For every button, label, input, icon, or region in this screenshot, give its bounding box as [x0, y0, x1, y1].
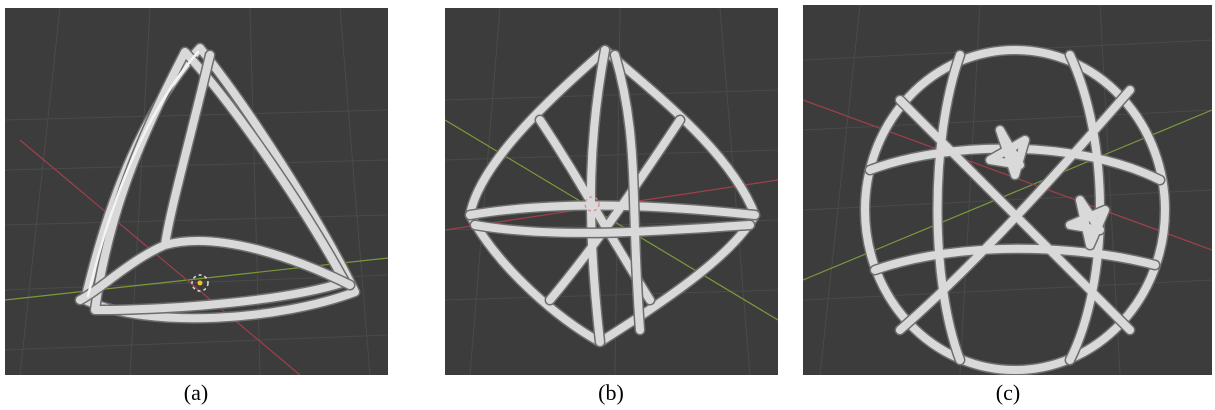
- viewport-c: [803, 5, 1212, 375]
- viewport-b: [445, 8, 778, 375]
- caption: (c): [996, 380, 1020, 405]
- caption: (b): [598, 380, 624, 405]
- viewport-a: [5, 8, 388, 375]
- caption: (a): [184, 380, 208, 405]
